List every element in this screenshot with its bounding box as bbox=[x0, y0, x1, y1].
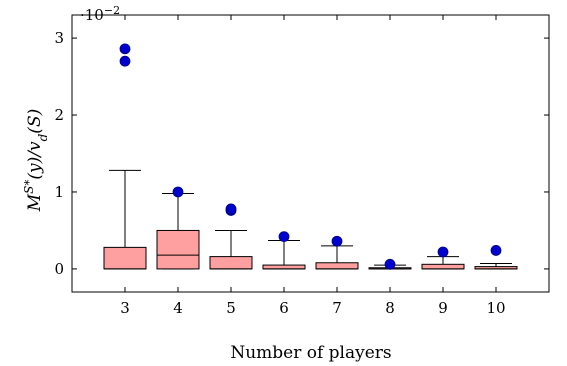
outlier-point bbox=[119, 43, 131, 55]
outlier-point bbox=[119, 55, 131, 67]
x-tick-label: 8 bbox=[385, 299, 395, 317]
y-tick-label: 3 bbox=[54, 29, 64, 47]
box bbox=[103, 246, 147, 270]
x-tick-label: 3 bbox=[120, 299, 130, 317]
x-tick-label: 5 bbox=[226, 299, 236, 317]
box bbox=[315, 262, 359, 270]
axis-ticks: 3 4 5 6 7 8 9 10 0 1 2 3 bbox=[54, 15, 549, 317]
x-tick-label: 6 bbox=[279, 299, 289, 317]
outlier-point bbox=[384, 258, 396, 270]
box bbox=[421, 263, 465, 270]
outlier-point bbox=[225, 203, 237, 215]
y-tick-label: 0 bbox=[54, 260, 64, 278]
outlier-point bbox=[437, 246, 449, 258]
chart-marks bbox=[103, 43, 518, 270]
y-tick-label: 2 bbox=[54, 106, 64, 124]
x-tick-label: 4 bbox=[173, 299, 183, 317]
outlier-point bbox=[331, 235, 343, 247]
outlier-point bbox=[490, 245, 502, 256]
y-scale-note: ·10−2 bbox=[80, 4, 120, 25]
y-tick-label: 1 bbox=[54, 183, 64, 201]
y-axis-title: MS*(y)/vd(S) bbox=[22, 109, 50, 212]
outlier-point bbox=[172, 186, 184, 198]
outlier-point bbox=[278, 231, 290, 243]
x-tick-label: 7 bbox=[332, 299, 342, 317]
plot-frame bbox=[71, 14, 550, 293]
x-axis-title: Number of players bbox=[230, 343, 391, 363]
box bbox=[209, 256, 253, 270]
box bbox=[262, 264, 306, 270]
x-tick-label: 9 bbox=[438, 299, 448, 317]
box bbox=[156, 229, 200, 270]
x-tick-label: 10 bbox=[486, 299, 505, 317]
